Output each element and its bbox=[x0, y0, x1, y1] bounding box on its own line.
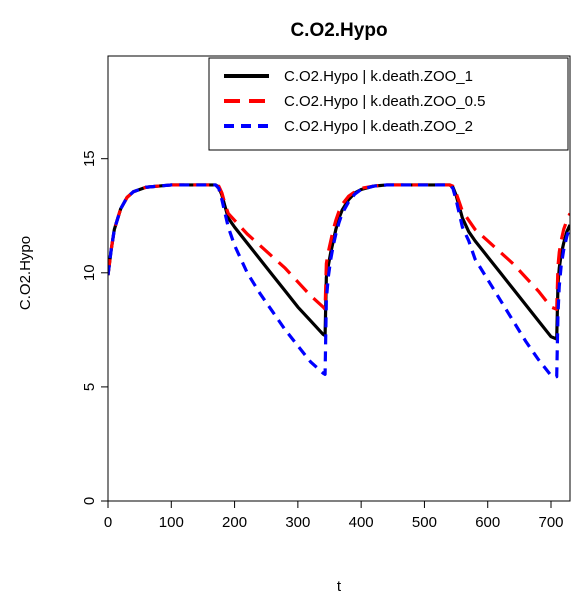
legend-label-1: C.O2.Hypo | k.death.ZOO_1 bbox=[284, 68, 473, 85]
x-axis-label: t bbox=[337, 578, 342, 595]
legend: C.O2.Hypo | k.death.ZOO_1 C.O2.Hypo | k.d… bbox=[208, 57, 569, 151]
series-line-3 bbox=[108, 183, 570, 379]
y-tick-label: 10 bbox=[81, 264, 98, 281]
x-axis-ticks: 0 100 200 300 400 500 600 700 bbox=[104, 501, 564, 531]
y-tick-label: 5 bbox=[81, 383, 98, 391]
y-tick-label: 15 bbox=[81, 150, 98, 167]
legend-box bbox=[208, 57, 569, 151]
x-tick-label: 700 bbox=[538, 514, 563, 531]
x-tick-label: 0 bbox=[104, 514, 112, 531]
x-tick-label: 400 bbox=[349, 514, 374, 531]
x-tick-label: 200 bbox=[222, 514, 247, 531]
y-axis-label: C.O2.Hypo bbox=[17, 236, 34, 310]
x-tick-label: 100 bbox=[159, 514, 184, 531]
x-tick-label: 600 bbox=[475, 514, 500, 531]
plot-area bbox=[108, 183, 570, 379]
y-tick-label: 0 bbox=[81, 497, 98, 505]
x-tick-label: 300 bbox=[285, 514, 310, 531]
y-axis-ticks: 0 5 10 15 bbox=[81, 150, 108, 505]
x-tick-label: 500 bbox=[412, 514, 437, 531]
series-line-2 bbox=[108, 183, 570, 311]
legend-label-3: C.O2.Hypo | k.death.ZOO_2 bbox=[284, 118, 473, 135]
legend-label-2: C.O2.Hypo | k.death.ZOO_0.5 bbox=[284, 93, 486, 110]
plot-frame bbox=[107, 55, 571, 502]
chart-title: C.O2.Hypo bbox=[290, 20, 387, 41]
series-line-1 bbox=[108, 183, 570, 341]
